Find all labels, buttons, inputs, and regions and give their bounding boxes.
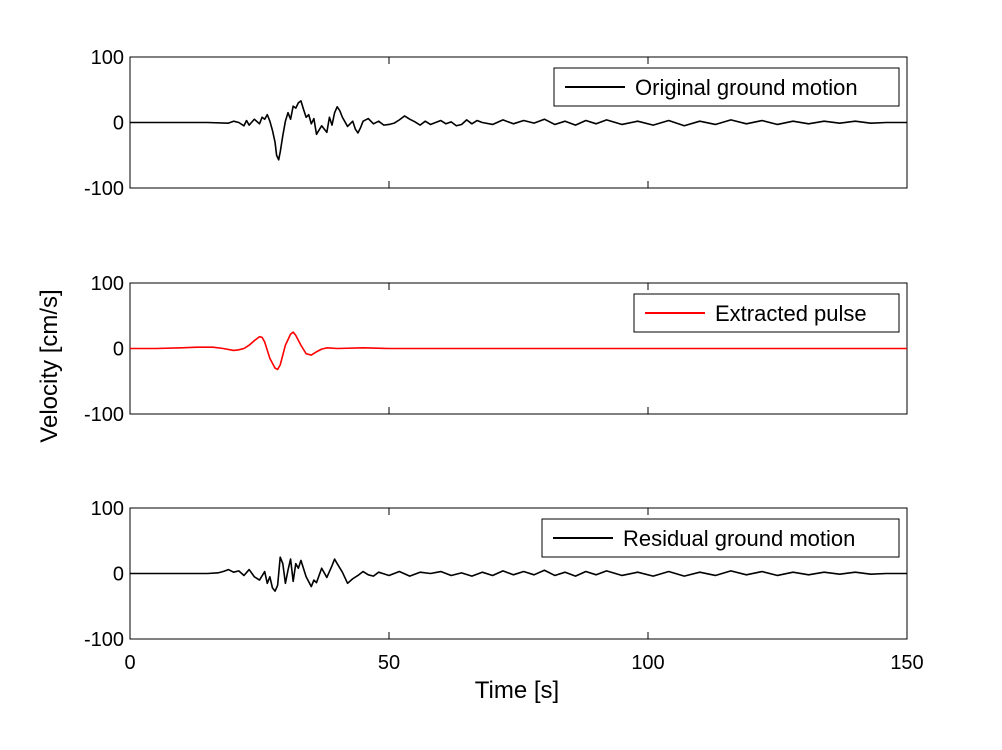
series-line-2 [130, 331, 907, 371]
x-tick-label: 0 [124, 652, 135, 674]
x-axis-title: Time [s] [475, 677, 559, 704]
x-tick-label: 150 [890, 652, 923, 674]
series-line-3 [130, 556, 907, 592]
y-tick-label: -100 [84, 178, 124, 200]
y-tick-label: 100 [91, 47, 124, 69]
chart-panel-1: 100 0 -100 Original ground motion [84, 47, 908, 200]
y-tick-label: -100 [84, 404, 124, 426]
y-tick-label: -100 [84, 629, 124, 651]
legend: Original ground motion [553, 67, 900, 107]
legend-label: Extracted pulse [715, 301, 867, 326]
x-tick-label: 50 [378, 652, 400, 674]
legend-label: Residual ground motion [623, 526, 855, 551]
x-tick-label: 100 [631, 652, 664, 674]
y-tick-label: 100 [91, 273, 124, 295]
y-axis-title: Velocity [cm/s] [36, 289, 63, 442]
legend: Residual ground motion [541, 518, 900, 558]
y-tick-label: 100 [91, 498, 124, 520]
chart-panel-2: 100 0 -100 Extracted pulse [84, 273, 908, 426]
legend-label: Original ground motion [635, 75, 858, 100]
y-tick-label: 0 [113, 564, 124, 586]
series-line-1 [130, 100, 907, 161]
y-tick-label: 0 [113, 113, 124, 135]
legend: Extracted pulse [633, 293, 900, 333]
y-tick-label: 0 [113, 339, 124, 361]
